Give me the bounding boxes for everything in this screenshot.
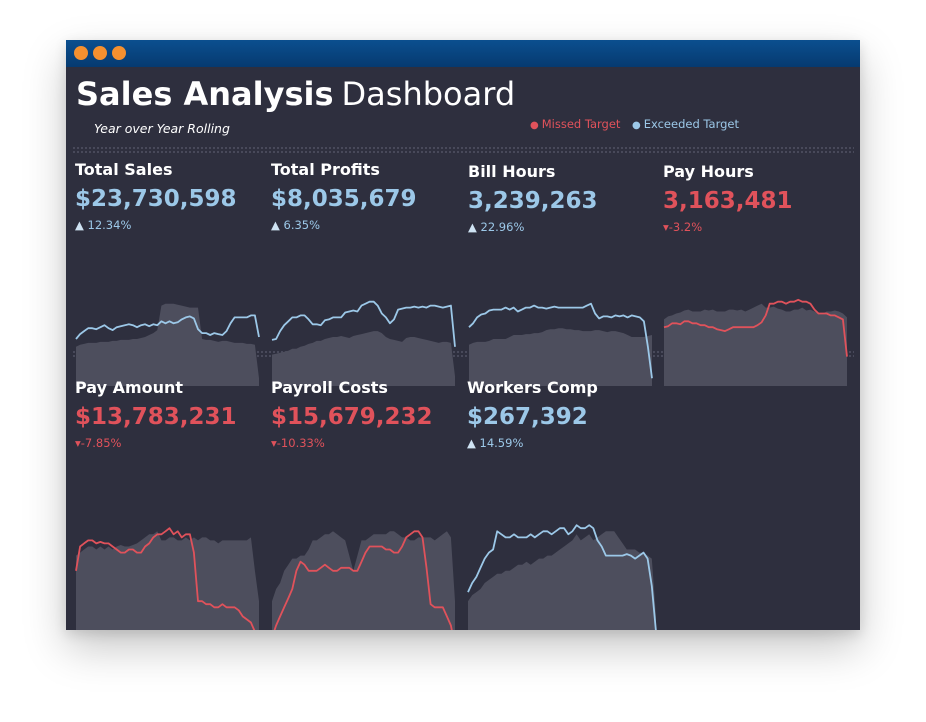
sparkline-area xyxy=(469,328,652,386)
maximize-dot-icon[interactable] xyxy=(112,46,126,60)
kpi-value: $8,035,679 xyxy=(271,186,417,212)
legend-missed-label: Missed Target xyxy=(541,117,621,131)
sparkline-line xyxy=(75,314,260,340)
minimize-dot-icon[interactable] xyxy=(93,46,107,60)
trend-arrow-icon: ▾ xyxy=(75,436,81,450)
trend-arrow-icon: ▾ xyxy=(271,436,277,450)
kpi-title: Payroll Costs xyxy=(271,378,388,397)
kpi-title: Bill Hours xyxy=(468,162,556,181)
kpi-delta-value: -7.85% xyxy=(80,436,122,450)
kpi-value: $13,783,231 xyxy=(75,404,237,430)
sparkline-chart xyxy=(75,303,260,386)
section-divider xyxy=(72,146,854,155)
kpi-delta: ▾-7.85% xyxy=(75,436,121,450)
sparkline-chart xyxy=(75,527,259,630)
trend-arrow-icon: ▲ xyxy=(468,220,477,234)
sparkline-chart xyxy=(271,300,456,386)
kpi-value: 3,239,263 xyxy=(468,188,598,214)
kpi-delta-value: -10.33% xyxy=(276,436,325,450)
kpi-delta-value: 22.96% xyxy=(480,220,525,234)
sparkline-chart xyxy=(272,530,455,630)
kpi-delta: ▲ 6.35% xyxy=(271,218,320,232)
trend-arrow-icon: ▲ xyxy=(467,436,476,450)
legend-exceeded: ● Exceeded Target xyxy=(632,117,739,131)
kpi-delta: ▾-10.33% xyxy=(271,436,325,450)
sparkline-area xyxy=(468,531,656,630)
legend-exceeded-label: Exceeded Target xyxy=(643,117,739,131)
trend-arrow-icon: ▾ xyxy=(663,220,669,234)
page-title-bold: Sales Analysis xyxy=(76,75,334,113)
section-divider xyxy=(72,350,854,359)
kpi-delta-value: 14.59% xyxy=(479,436,524,450)
title-bar xyxy=(66,40,860,67)
sparkline-line xyxy=(271,300,456,347)
page-subtitle: Year over Year Rolling xyxy=(94,121,230,136)
kpi-value: $267,392 xyxy=(467,404,588,430)
trend-arrow-icon: ▲ xyxy=(271,218,280,232)
kpi-delta-value: 12.34% xyxy=(87,218,132,232)
kpi-title: Workers Comp xyxy=(467,378,598,397)
sparkline-line xyxy=(467,524,657,630)
kpi-delta: ▲ 12.34% xyxy=(75,218,131,232)
page-title-light: Dashboard xyxy=(341,75,516,113)
kpi-delta: ▾-3.2% xyxy=(663,220,702,234)
kpi-value: 3,163,481 xyxy=(663,188,793,214)
sparkline-area xyxy=(76,531,259,630)
sparkline-chart xyxy=(467,524,657,630)
exceeded-dot-icon: ● xyxy=(632,120,641,131)
kpi-value: $23,730,598 xyxy=(75,186,237,212)
sparkline-area xyxy=(272,331,455,386)
sparkline-line xyxy=(468,302,653,379)
trend-arrow-icon: ▲ xyxy=(75,218,84,232)
kpi-delta-value: 6.35% xyxy=(283,218,321,232)
kpi-value: $15,679,232 xyxy=(271,404,433,430)
sparkline-line xyxy=(75,527,256,630)
dashboard-window: Sales Analysis Dashboard Year over Year R… xyxy=(66,40,860,630)
page-title: Sales Analysis Dashboard xyxy=(76,78,515,110)
sparkline-area xyxy=(76,303,259,386)
sparkline-chart xyxy=(468,302,653,386)
kpi-title: Pay Hours xyxy=(663,162,754,181)
kpi-delta: ▲ 22.96% xyxy=(468,220,524,234)
kpi-title: Total Profits xyxy=(271,160,380,179)
sparkline-line xyxy=(663,298,848,357)
sparkline-line xyxy=(273,530,453,630)
missed-dot-icon: ● xyxy=(530,120,539,131)
kpi-title: Total Sales xyxy=(75,160,173,179)
kpi-delta-value: -3.2% xyxy=(668,220,703,234)
sparkline-area xyxy=(664,303,847,386)
sparkline-chart xyxy=(663,298,848,386)
sparkline-area xyxy=(272,531,455,630)
kpi-title: Pay Amount xyxy=(75,378,184,397)
legend-missed: ● Missed Target xyxy=(530,117,620,131)
kpi-delta: ▲ 14.59% xyxy=(467,436,523,450)
close-dot-icon[interactable] xyxy=(74,46,88,60)
